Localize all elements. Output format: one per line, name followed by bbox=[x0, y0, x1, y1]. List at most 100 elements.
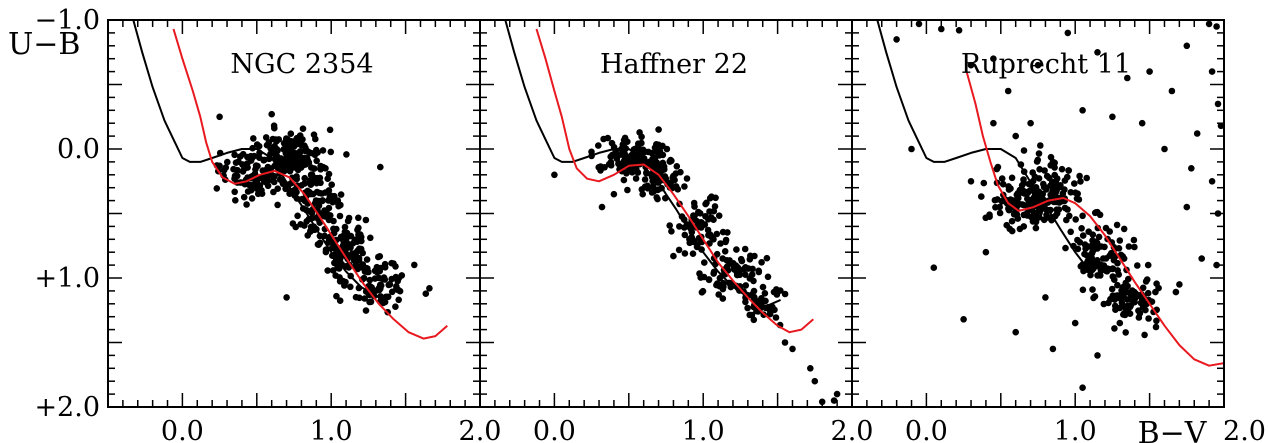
star-point bbox=[317, 179, 324, 187]
star-point bbox=[667, 180, 674, 187]
star-point bbox=[350, 257, 358, 264]
star-point bbox=[382, 293, 390, 301]
star-point bbox=[701, 259, 708, 266]
star-point bbox=[690, 199, 698, 207]
star-point bbox=[634, 146, 641, 153]
star-point bbox=[1142, 278, 1150, 285]
x-tick-label: 2.0 bbox=[1223, 416, 1266, 443]
star-point bbox=[620, 136, 628, 144]
star-point bbox=[705, 276, 713, 284]
star-point bbox=[1094, 352, 1101, 359]
star-point bbox=[361, 295, 369, 302]
star-point bbox=[290, 143, 298, 150]
star-point bbox=[367, 298, 375, 306]
star-point bbox=[231, 175, 238, 182]
star-point bbox=[386, 281, 394, 288]
star-point bbox=[811, 377, 819, 385]
star-point bbox=[1155, 284, 1162, 292]
star-point bbox=[1074, 245, 1082, 253]
x-tick-label: 1.0 bbox=[1054, 416, 1097, 443]
star-point bbox=[363, 268, 370, 275]
star-point bbox=[982, 248, 990, 256]
star-point bbox=[1056, 183, 1064, 191]
star-point bbox=[377, 163, 384, 171]
star-point bbox=[232, 159, 240, 166]
star-point bbox=[674, 186, 682, 193]
star-point bbox=[388, 275, 396, 283]
star-point bbox=[607, 153, 614, 160]
star-point bbox=[713, 230, 721, 238]
star-point bbox=[1124, 74, 1131, 82]
star-point bbox=[322, 248, 330, 256]
star-point bbox=[629, 167, 637, 174]
star-point bbox=[395, 296, 403, 304]
star-point bbox=[638, 133, 645, 141]
star-point bbox=[676, 223, 683, 230]
star-point bbox=[337, 201, 344, 209]
star-point bbox=[304, 187, 311, 195]
y-axis-title: U−B bbox=[8, 27, 80, 62]
star-point bbox=[232, 197, 239, 204]
star-point bbox=[327, 192, 334, 199]
star-point bbox=[996, 203, 1003, 211]
x-tick-label: 1.0 bbox=[682, 416, 725, 443]
star-point bbox=[622, 154, 630, 162]
star-point bbox=[710, 236, 717, 243]
star-point bbox=[1004, 87, 1012, 95]
star-point bbox=[1131, 243, 1138, 251]
star-point bbox=[893, 36, 900, 43]
star-point bbox=[1067, 228, 1074, 236]
star-point bbox=[1033, 158, 1041, 165]
star-point bbox=[717, 240, 724, 247]
star-point bbox=[1064, 29, 1072, 37]
star-point bbox=[689, 250, 697, 257]
star-point bbox=[807, 365, 814, 372]
star-point bbox=[1114, 281, 1121, 289]
star-point bbox=[314, 241, 322, 248]
star-point bbox=[1043, 186, 1050, 193]
star-point bbox=[715, 291, 722, 298]
star-point bbox=[356, 294, 363, 302]
star-point bbox=[673, 163, 681, 170]
star-point bbox=[376, 252, 384, 260]
star-point bbox=[343, 231, 350, 239]
star-point bbox=[1116, 237, 1124, 244]
star-point bbox=[1079, 384, 1086, 392]
star-point bbox=[304, 232, 312, 239]
star-point bbox=[1091, 259, 1099, 267]
star-point bbox=[274, 201, 281, 209]
star-point bbox=[373, 268, 381, 276]
star-point bbox=[1076, 172, 1083, 180]
star-point bbox=[1061, 204, 1069, 212]
star-point bbox=[980, 179, 988, 187]
star-point bbox=[1074, 190, 1081, 197]
star-point bbox=[1111, 325, 1118, 332]
star-point bbox=[250, 152, 258, 160]
star-point bbox=[1125, 243, 1133, 250]
star-point bbox=[1120, 225, 1128, 233]
star-point bbox=[325, 170, 333, 178]
star-point bbox=[1049, 158, 1057, 166]
star-point bbox=[1198, 255, 1205, 262]
star-point bbox=[702, 200, 709, 208]
star-point bbox=[1138, 297, 1146, 305]
star-point bbox=[366, 276, 374, 284]
star-point bbox=[1089, 286, 1096, 293]
star-point bbox=[240, 193, 248, 201]
star-point bbox=[292, 153, 300, 161]
star-point bbox=[1003, 221, 1010, 229]
star-point bbox=[345, 214, 353, 222]
star-point bbox=[607, 158, 615, 166]
star-point bbox=[307, 171, 315, 179]
star-point bbox=[1034, 61, 1042, 69]
y-tick-label: −1.0 bbox=[34, 5, 100, 36]
star-point bbox=[1079, 212, 1086, 220]
star-point bbox=[1115, 245, 1123, 252]
star-point bbox=[719, 295, 727, 302]
star-point bbox=[362, 216, 370, 224]
star-point bbox=[1072, 216, 1079, 223]
star-point bbox=[762, 297, 769, 305]
star-point bbox=[354, 265, 361, 273]
star-point bbox=[260, 157, 268, 164]
star-point bbox=[1065, 167, 1072, 174]
